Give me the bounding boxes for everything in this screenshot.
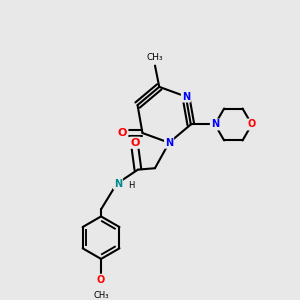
Text: O: O: [118, 128, 127, 138]
Text: O: O: [130, 138, 140, 148]
Text: N: N: [165, 138, 173, 148]
Text: N: N: [182, 92, 190, 102]
Text: CH₃: CH₃: [147, 53, 163, 62]
Text: N: N: [211, 119, 219, 130]
Text: O: O: [248, 119, 256, 130]
Text: CH₃: CH₃: [93, 291, 109, 300]
Text: O: O: [97, 275, 105, 285]
Text: N: N: [114, 179, 122, 189]
Text: H: H: [129, 181, 135, 190]
